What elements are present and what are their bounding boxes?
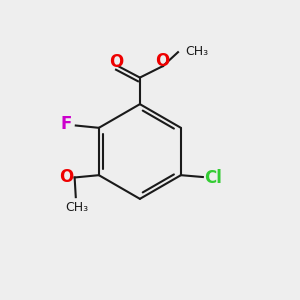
Text: Cl: Cl [204, 169, 222, 187]
Text: F: F [60, 116, 72, 134]
Text: CH₃: CH₃ [185, 45, 208, 58]
Text: O: O [59, 169, 74, 187]
Text: O: O [155, 52, 170, 70]
Text: CH₃: CH₃ [65, 201, 88, 214]
Text: O: O [109, 53, 123, 71]
